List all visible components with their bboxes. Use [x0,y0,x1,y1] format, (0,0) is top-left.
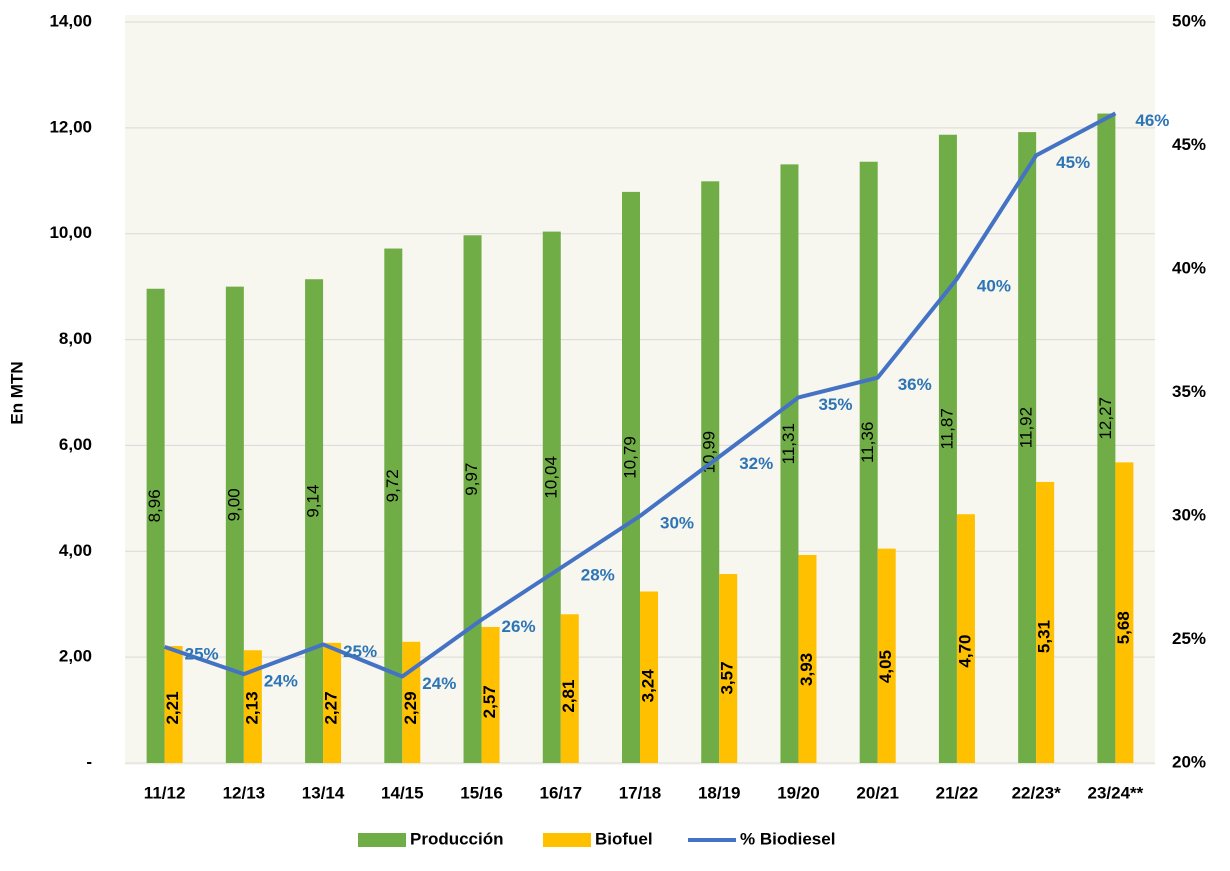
y2-tick-label: 20% [1172,752,1206,771]
bar-value-label: 12,27 [1096,397,1115,440]
bar [464,235,482,763]
x-tick-label: 12/13 [223,783,266,802]
line-value-label: 36% [898,375,932,394]
bar-value-label: 9,97 [462,463,481,496]
bar-value-label: 11,87 [937,408,956,449]
line-value-label: 35% [818,395,852,414]
y2-tick-label: 50% [1172,11,1206,30]
bar-value-label: 3,24 [638,669,657,703]
line-value-label: 30% [660,513,694,532]
bar [305,279,323,763]
line-value-label: 40% [977,276,1011,295]
y2-tick-label: 45% [1172,135,1206,154]
bar-value-label: 9,72 [383,469,402,502]
bar-value-label: 11,92 [1017,407,1036,448]
legend-swatch [543,833,591,847]
x-tick-label: 22/23* [1012,783,1062,802]
y2-tick-label: 40% [1172,258,1206,277]
y-tick-label: 6,00 [59,435,92,454]
x-tick-label: 14/15 [381,783,424,802]
bar-value-label: 2,57 [480,685,499,718]
y-tick-label: 14,00 [49,11,92,30]
x-tick-label: 11/12 [144,783,186,802]
bar-value-label: 2,81 [559,680,578,713]
line-value-label: 45% [1056,153,1090,172]
chart: En MTN - 2,00 4,00 6,00 8,00 10,00 12,00 14,00 2… [0,0,1230,871]
line-value-label: 25% [185,644,219,663]
y-tick-label: 10,00 [49,223,92,242]
x-tick-label: 19/20 [777,783,820,802]
y2-tick-label: 30% [1172,505,1206,524]
x-tick-label: 13/14 [302,783,345,802]
y-tick-label: 2,00 [59,647,92,666]
x-tick-label: 23/24** [1087,783,1143,802]
bar-value-label: 4,05 [876,650,895,683]
legend-label: Producción [410,829,504,848]
bar-value-label: 2,13 [242,691,261,724]
bar-value-label: 5,31 [1035,620,1054,653]
legend-swatch [358,833,406,847]
bar-value-label: 8,96 [145,489,164,522]
x-tick-label: 20/21 [856,783,899,802]
x-tick-label: 17/18 [619,783,662,802]
bar-value-label: 2,21 [163,691,182,724]
x-tick-label: 21/22 [936,783,979,802]
legend-label: % Biodiesel [740,829,835,848]
x-tick-label: 15/16 [460,783,503,802]
y-tick-label: - [86,752,92,771]
y-tick-label: 4,00 [59,541,92,560]
bar-value-label: 4,70 [955,635,974,668]
bar-value-label: 3,93 [797,653,816,686]
bar [384,249,402,763]
x-tick-label: 18/19 [698,783,741,802]
line-value-label: 32% [739,454,773,473]
line-value-label: 26% [502,617,536,636]
bar [226,287,244,763]
line-value-label: 24% [422,674,456,693]
line-value-label: 24% [264,672,298,691]
x-tick-label: 16/17 [539,783,582,802]
legend-label: Biofuel [595,829,653,848]
bar-value-label: 9,14 [304,485,323,518]
bar-value-label: 3,57 [718,661,737,694]
y-tick-label: 8,00 [59,329,92,348]
bar-value-label: 9,00 [224,488,243,521]
bar [147,289,165,763]
line-value-label: 25% [343,642,377,661]
bar-value-label: 2,27 [322,691,341,724]
bar-value-label: 5,68 [1114,611,1133,644]
line-value-label: 46% [1135,111,1169,130]
y2-tick-label: 25% [1172,629,1206,648]
bar-value-label: 10,79 [620,436,639,479]
bar-value-label: 11,36 [858,422,877,463]
bar-value-label: 10,04 [541,456,560,499]
line-value-label: 28% [581,565,615,584]
bar-value-label: 11,31 [779,423,798,464]
y2-tick-label: 35% [1172,382,1206,401]
bar-value-label: 2,29 [401,691,420,724]
y-axis-label: En MTN [7,361,26,424]
y-tick-label: 12,00 [49,117,92,136]
